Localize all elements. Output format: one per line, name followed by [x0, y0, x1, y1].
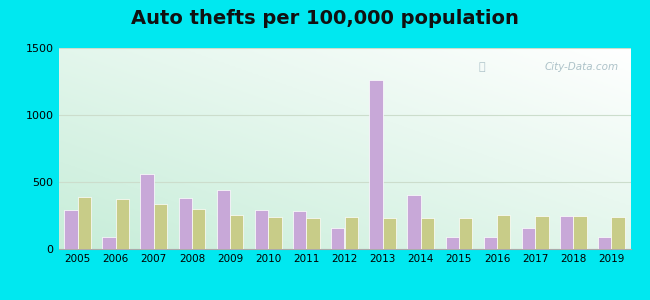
Bar [216, 190, 230, 249]
Bar [560, 216, 573, 249]
Bar [140, 174, 154, 249]
Text: ⓘ: ⓘ [479, 62, 486, 72]
Bar [179, 198, 192, 249]
Bar [369, 80, 383, 249]
Bar [522, 228, 535, 249]
Bar [344, 217, 358, 249]
Bar [459, 218, 473, 249]
Bar [154, 204, 167, 249]
Text: Auto thefts per 100,000 population: Auto thefts per 100,000 population [131, 9, 519, 28]
Bar [484, 237, 497, 249]
Bar [268, 217, 281, 249]
Bar [77, 197, 91, 249]
Bar [192, 209, 205, 249]
Bar [573, 215, 587, 249]
Bar [535, 215, 549, 249]
Bar [331, 228, 345, 249]
Bar [64, 210, 77, 249]
Bar [598, 237, 612, 249]
Bar [293, 211, 306, 249]
Bar [230, 215, 244, 249]
Bar [408, 195, 421, 249]
Bar [102, 237, 116, 249]
Bar [612, 217, 625, 249]
Bar [116, 200, 129, 249]
Bar [383, 218, 396, 249]
Bar [421, 218, 434, 249]
Bar [306, 218, 320, 249]
Text: City-Data.com: City-Data.com [545, 62, 619, 72]
Bar [255, 210, 268, 249]
Bar [445, 237, 459, 249]
Bar [497, 215, 510, 249]
